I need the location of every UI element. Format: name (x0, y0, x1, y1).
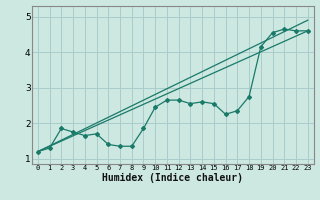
X-axis label: Humidex (Indice chaleur): Humidex (Indice chaleur) (102, 173, 243, 183)
